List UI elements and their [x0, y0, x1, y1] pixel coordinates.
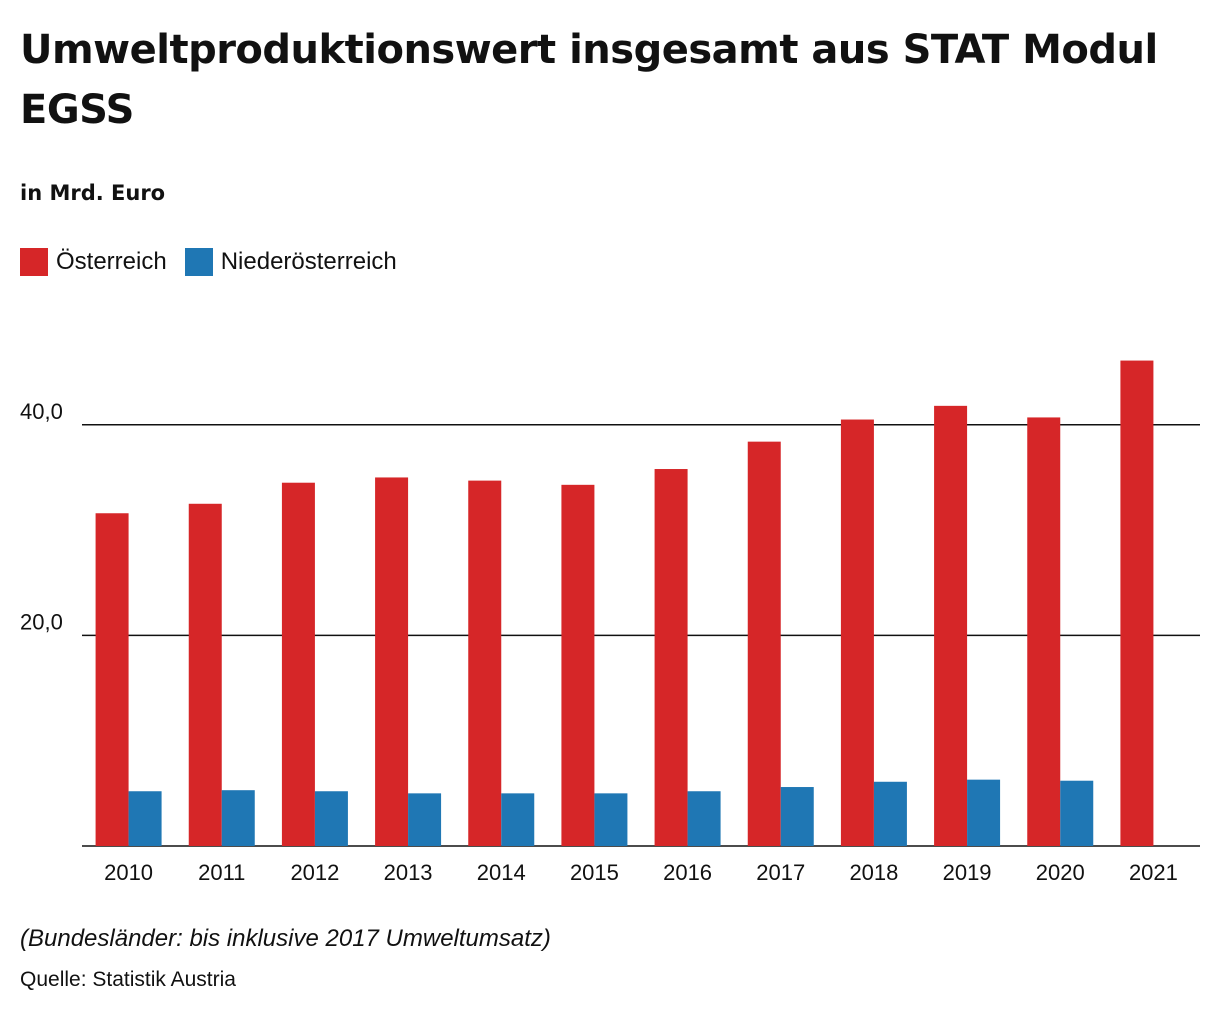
- x-tick-label-2016: 2016: [663, 860, 712, 885]
- bar-niederoesterreich-2012: [314, 791, 348, 846]
- x-tick-label-2020: 2020: [1036, 860, 1085, 885]
- legend-swatch-oesterreich: [20, 248, 48, 276]
- chart-note: (Bundesländer: bis inklusive 2017 Umwelt…: [20, 925, 551, 952]
- x-tick-label-2011: 2011: [198, 860, 245, 885]
- bar-niederoesterreich-2019: [967, 779, 1001, 846]
- chart-source: Quelle: Statistik Austria: [20, 968, 236, 991]
- bar-oesterreich-2020: [1027, 417, 1061, 846]
- bar-niederoesterreich-2011: [221, 790, 255, 846]
- bar-niederoesterreich-2017: [780, 787, 814, 846]
- bar-niederoesterreich-2014: [501, 793, 535, 846]
- bar-oesterreich-2019: [934, 405, 968, 846]
- bar-oesterreich-2012: [281, 482, 315, 846]
- legend-label-oesterreich: Österreich: [56, 248, 167, 275]
- bar-oesterreich-2016: [654, 469, 688, 846]
- x-tick-label-2017: 2017: [756, 860, 805, 885]
- x-tick-label-2013: 2013: [384, 860, 433, 885]
- bar-chart: 20,0 40,0 2010 2011 2012 2013 2014 2015 2016 2017…: [20, 360, 1200, 885]
- chart-title: Umweltproduktionswert insgesamt aus STAT…: [20, 27, 1158, 133]
- bar-oesterreich-2017: [747, 441, 781, 846]
- legend-item-oesterreich: Österreich: [20, 248, 167, 276]
- bar-oesterreich-2011: [188, 503, 222, 846]
- bar-niederoesterreich-2010: [128, 791, 162, 846]
- bar-oesterreich-2021: [1120, 360, 1154, 846]
- x-tick-label-2021: 2021: [1129, 860, 1178, 885]
- bar-niederoesterreich-2015: [594, 793, 628, 846]
- y-tick-label-40: 40,0: [20, 399, 63, 424]
- legend: Österreich Niederösterreich: [20, 248, 415, 276]
- bar-niederoesterreich-2018: [873, 781, 907, 846]
- x-tick-label-2012: 2012: [290, 860, 339, 885]
- bar-oesterreich-2010: [95, 513, 129, 846]
- x-tick-label-2019: 2019: [943, 860, 992, 885]
- bar-niederoesterreich-2020: [1060, 780, 1094, 846]
- legend-swatch-niederoesterreich: [184, 248, 213, 276]
- x-tick-label-2018: 2018: [849, 860, 898, 885]
- bar-oesterreich-2015: [561, 484, 595, 846]
- y-tick-label-20: 20,0: [20, 609, 63, 634]
- chart-subtitle: in Mrd. Euro: [20, 181, 166, 205]
- bar-oesterreich-2018: [840, 419, 874, 846]
- bar-niederoesterreich-2013: [408, 793, 442, 846]
- x-tick-label-2010: 2010: [104, 860, 153, 885]
- x-tick-label-2014: 2014: [477, 860, 526, 885]
- bar-oesterreich-2014: [468, 480, 502, 846]
- legend-label-niederoesterreich: Niederösterreich: [220, 248, 397, 275]
- bar-niederoesterreich-2016: [687, 791, 721, 846]
- legend-item-niederoesterreich: Niederösterreich: [184, 248, 397, 276]
- bar-oesterreich-2013: [375, 477, 409, 846]
- x-tick-label-2015: 2015: [570, 860, 619, 885]
